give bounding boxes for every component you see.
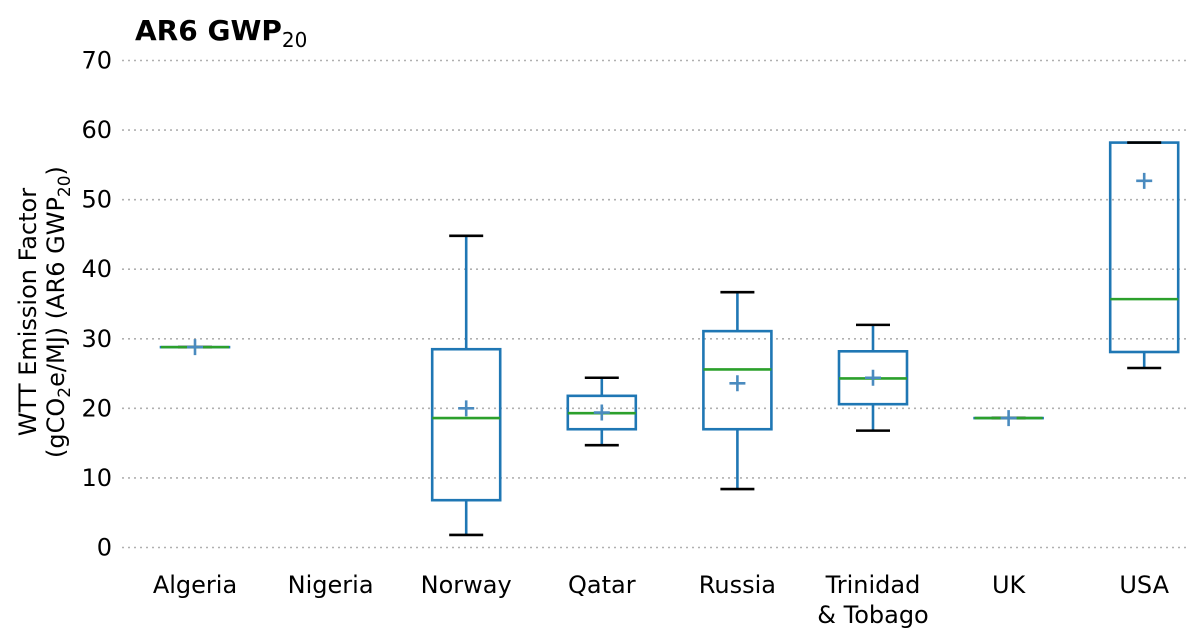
box-group — [566, 376, 638, 447]
box-group — [837, 323, 909, 432]
iqr-box — [702, 329, 773, 431]
box-group — [159, 339, 231, 356]
y-tick-labels: 0 10 20 30 40 50 60 70 — [81, 47, 112, 562]
x-tick-label: USA — [1119, 571, 1169, 599]
box-group — [702, 290, 773, 491]
iqr-box — [430, 347, 502, 502]
mean-marker — [187, 339, 203, 356]
box-group — [430, 234, 502, 537]
mean-marker — [458, 400, 475, 417]
x-tick-label: UK — [992, 571, 1027, 599]
y-tick-label: 70 — [81, 47, 112, 75]
y-axis-label: WTT Emission Factor (gCO2e/MJ) (AR6 GWP2… — [14, 166, 75, 458]
box-group — [1108, 141, 1180, 370]
x-tick-label: & Tobago — [817, 601, 928, 629]
x-tick-label: Norway — [421, 571, 512, 599]
y-tick-label: 50 — [81, 186, 112, 214]
gridlines — [122, 59, 1188, 549]
box-group — [973, 410, 1044, 427]
x-tick-label: Russia — [699, 571, 776, 599]
x-tick-label: Trinidad — [825, 571, 921, 599]
chart-title: AR6 GWP20 — [135, 14, 307, 52]
y-tick-label: 10 — [81, 464, 112, 492]
y-axis-label-line1: WTT Emission Factor — [14, 188, 42, 436]
boxes — [159, 141, 1180, 537]
mean-marker — [1000, 410, 1017, 427]
y-tick-label: 30 — [81, 325, 112, 353]
mean-marker — [729, 375, 746, 392]
x-tick-label: Nigeria — [288, 571, 374, 599]
mean-marker — [1136, 172, 1153, 189]
y-tick-label: 40 — [81, 255, 112, 283]
y-tick-label: 60 — [81, 116, 112, 144]
x-tick-labels: Algeria Nigeria Norway Qatar Russia Trinidad&… — [153, 571, 1170, 629]
mean-marker — [593, 404, 610, 421]
y-axis-label-line2: (gCO2e/MJ) (AR6 GWP20) — [42, 166, 75, 458]
y-tick-label: 20 — [81, 394, 112, 422]
mean-marker — [865, 369, 881, 386]
x-tick-label: Algeria — [153, 571, 237, 599]
y-tick-label: 0 — [97, 534, 112, 562]
x-tick-label: Qatar — [568, 571, 636, 599]
